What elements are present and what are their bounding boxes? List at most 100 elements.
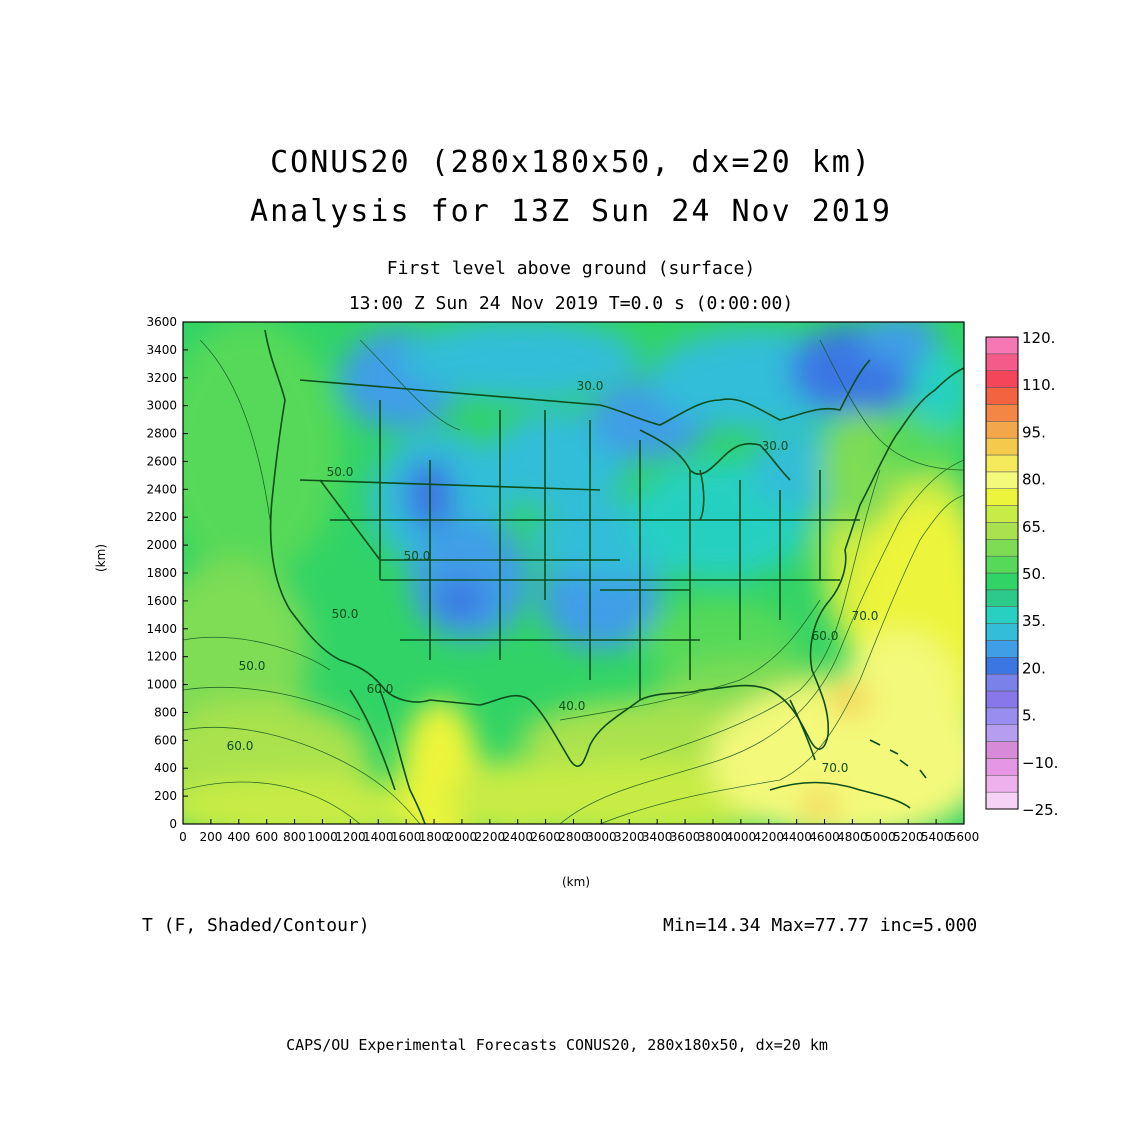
colorbar-swatch: [985, 522, 1019, 540]
x-tick-label: 2000: [447, 830, 478, 844]
y-tick-label: 0: [169, 817, 177, 831]
level-label: First level above ground (surface): [386, 258, 756, 279]
field-label: T (F, Shaded/Contour): [142, 915, 370, 936]
x-tick-label: 1000: [307, 830, 338, 844]
contour-label: 70.0: [822, 761, 849, 775]
temperature-field: [183, 322, 964, 824]
contour-label: 40.0: [559, 699, 586, 713]
colorbar-swatch: [985, 336, 1019, 355]
y-axis-ticks: 0 200 400 600 800 1000 1200 1400 1600 1800 2000 220…: [146, 315, 188, 831]
min-max-stats: Min=14.34 Max=77.77 inc=5.000: [663, 915, 978, 936]
colorbar-swatch: [985, 707, 1019, 725]
colorbar-swatch: [985, 623, 1019, 641]
x-tick-label: 3800: [698, 830, 729, 844]
colorbar-swatch: [985, 724, 1019, 742]
contour-label: 50.0: [239, 659, 266, 673]
colorbar-swatch: [985, 353, 1019, 371]
colorbar-label: 5.: [1022, 707, 1036, 725]
colorbar-swatch: [985, 488, 1019, 506]
y-tick-label: 200: [154, 789, 177, 803]
colorbar-swatch: [985, 589, 1019, 607]
colorbar-swatch: [985, 640, 1019, 658]
colorbar-swatch: [985, 437, 1019, 456]
x-tick-label: 4800: [837, 830, 868, 844]
x-tick-label: 3200: [614, 830, 645, 844]
x-tick-label: 5000: [865, 830, 896, 844]
colorbar-swatch: [985, 421, 1019, 439]
colorbar-swatch: [985, 572, 1019, 591]
y-tick-label: 1000: [146, 678, 177, 692]
y-tick-label: 2600: [146, 454, 177, 468]
colorbar-swatch: [985, 657, 1019, 675]
y-tick-label: 1200: [146, 650, 177, 664]
colorbar: 120. 110. 95. 80. 65. 50. 35. 20. 5. −10. −25.: [985, 329, 1058, 819]
x-tick-label: 1600: [391, 830, 422, 844]
x-tick-label: 3000: [586, 830, 617, 844]
colorbar-label: −10.: [1022, 754, 1058, 772]
colorbar-swatch: [985, 387, 1019, 405]
colorbar-swatch: [985, 673, 1019, 692]
x-tick-label: 3600: [670, 830, 701, 844]
colorbar-swatch: [985, 404, 1019, 422]
colorbar-swatch: [985, 606, 1019, 624]
contour-label: 30.0: [762, 439, 789, 453]
colorbar-label: 20.: [1022, 659, 1046, 677]
colorbar-label: 65.: [1022, 518, 1046, 536]
contour-label: 30.0: [577, 379, 604, 393]
colorbar-swatch: [985, 539, 1019, 557]
x-tick-label: 1200: [335, 830, 366, 844]
x-tick-label: 200: [199, 830, 222, 844]
y-tick-label: 1400: [146, 622, 177, 636]
colorbar-swatch: [985, 758, 1019, 776]
chart-subtitle: Analysis for 13Z Sun 24 Nov 2019: [250, 194, 892, 229]
x-tick-label: 1800: [419, 830, 450, 844]
valid-time-label: 13:00 Z Sun 24 Nov 2019 T=0.0 s (0:00:00…: [348, 293, 794, 314]
colorbar-swatch: [985, 471, 1019, 489]
x-tick-label: 0: [179, 830, 187, 844]
y-tick-label: 3600: [146, 315, 177, 329]
colorbar-label: −25.: [1022, 801, 1058, 819]
y-tick-label: 3000: [146, 399, 177, 413]
colorbar-swatch: [985, 791, 1019, 810]
colorbar-label: 80.: [1022, 471, 1046, 489]
y-tick-label: 2200: [146, 510, 177, 524]
x-tick-label: 400: [227, 830, 250, 844]
x-tick-label: 2200: [475, 830, 506, 844]
x-tick-label: 3400: [642, 830, 673, 844]
x-tick-label: 2800: [558, 830, 589, 844]
y-tick-label: 2000: [146, 538, 177, 552]
y-tick-label: 2800: [146, 427, 177, 441]
x-tick-label: 2400: [502, 830, 533, 844]
x-tick-label: 5200: [893, 830, 924, 844]
y-tick-label: 2400: [146, 482, 177, 496]
contour-label: 50.0: [404, 549, 431, 563]
colorbar-swatch: [985, 555, 1019, 574]
contour-label: 60.0: [367, 682, 394, 696]
footer-credit: CAPS/OU Experimental Forecasts CONUS20, …: [286, 1036, 828, 1054]
y-tick-label: 400: [154, 761, 177, 775]
colorbar-swatch: [985, 741, 1019, 759]
x-tick-label: 4600: [809, 830, 840, 844]
contour-label: 60.0: [227, 739, 254, 753]
x-tick-label: 800: [283, 830, 306, 844]
x-tick-label: 4000: [726, 830, 757, 844]
x-tick-label: 5600: [949, 830, 980, 844]
contour-label: 50.0: [327, 465, 354, 479]
chart-title: CONUS20 (280x180x50, dx=20 km): [270, 145, 872, 180]
x-tick-label: 5400: [921, 830, 952, 844]
contour-label: 50.0: [332, 607, 359, 621]
x-tick-label: 4200: [753, 830, 784, 844]
y-tick-label: 3200: [146, 371, 177, 385]
colorbar-swatch: [985, 454, 1019, 473]
x-axis-label: (km): [561, 875, 591, 889]
colorbar-swatch: [985, 690, 1019, 709]
y-tick-label: 600: [154, 733, 177, 747]
x-tick-label: 1400: [363, 830, 394, 844]
colorbar-swatch: [985, 505, 1019, 523]
x-axis-ticks: 0 200 400 600 800 100012001400160018002000220…: [179, 819, 979, 844]
colorbar-swatch: [985, 370, 1019, 388]
y-tick-label: 800: [154, 705, 177, 719]
y-tick-label: 1600: [146, 594, 177, 608]
y-tick-label: 1800: [146, 566, 177, 580]
